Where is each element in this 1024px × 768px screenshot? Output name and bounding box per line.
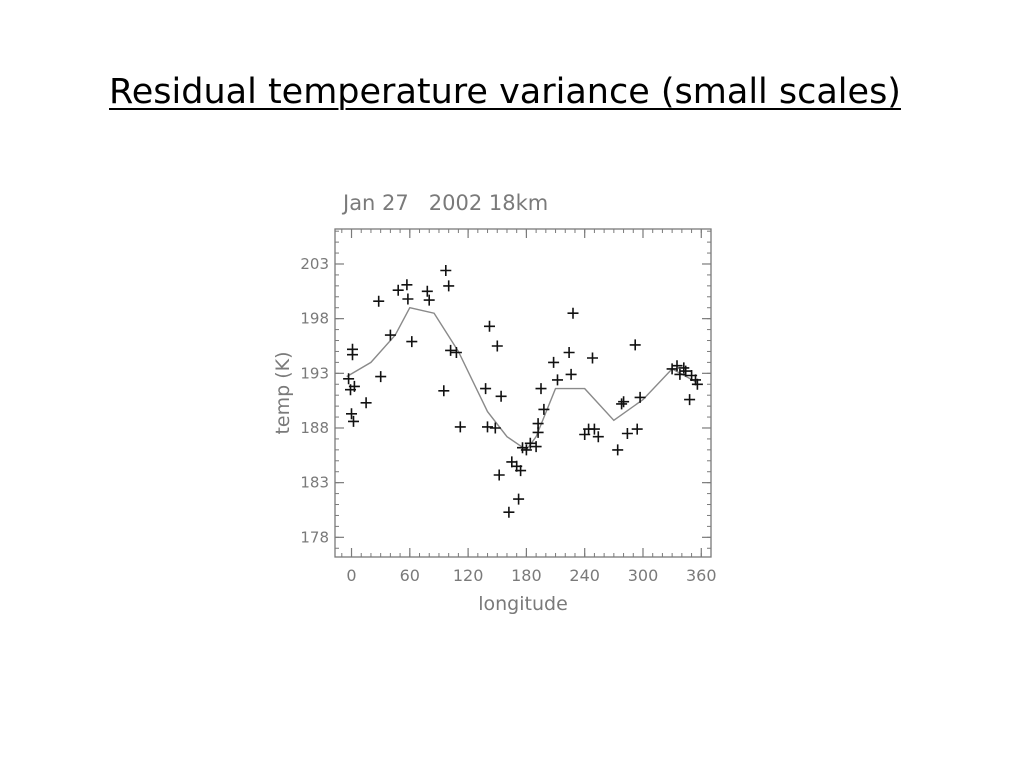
data-point-plus [360,397,372,409]
data-point-plus [484,320,495,332]
y-tick-label: 198 [300,310,329,328]
data-point-plus [592,431,604,443]
data-point-plus [491,340,503,352]
data-point-plus [489,422,501,434]
y-tick-label: 188 [300,419,329,437]
data-point-plus [513,493,525,505]
data-point-plus [535,383,547,395]
data-point-plus [671,360,683,372]
data-point-plus [375,371,387,383]
data-point-plus [629,339,641,351]
data-point-plus [384,329,396,341]
data-point-plus [450,347,462,358]
y-axis-label: temp (K) [272,351,294,434]
x-tick-label: 180 [511,566,542,585]
data-point-plus [343,373,355,385]
data-point-plus [552,374,563,386]
x-tick-label: 0 [346,566,356,585]
x-tick-label: 120 [453,566,484,585]
data-point-plus [621,428,633,439]
data-point-plus [538,403,550,415]
data-point-plus [445,344,457,356]
x-tick-label: 300 [628,566,659,585]
data-point-plus [423,294,435,306]
data-point-plus [348,415,359,427]
data-point-plus [347,349,358,361]
data-point-plus [438,385,450,397]
data-point-plus [373,295,385,307]
chart-frame [334,228,712,558]
x-tick-label: 60 [400,566,420,585]
data-point-plus [454,421,466,433]
data-point-plus [493,469,505,481]
plot-frame [334,228,712,558]
y-tick-label: 193 [300,364,329,382]
y-tick-label: 203 [300,255,329,273]
data-point-plus [563,347,575,358]
data-point-plus [680,365,692,377]
data-point-plus [530,441,542,453]
data-point-plus [495,390,507,402]
mean-temperature-line [346,306,697,451]
data-point-plus [392,284,404,296]
y-tick-label: 178 [300,528,329,546]
chart-title: Jan 27 2002 18km [341,191,548,215]
data-point-plus [616,398,628,410]
data-point-plus [401,279,413,291]
data-point-plus [587,352,598,364]
data-point-plus [440,265,452,276]
x-tick-label: 240 [569,566,600,585]
data-point-plus [691,378,703,390]
data-point-plus [480,383,492,395]
data-point-plus [524,437,536,449]
data-point-plus [346,408,357,420]
chart-ticks [335,229,712,557]
data-point-plus [532,418,544,430]
data-point-plus [618,396,630,408]
x-axis-label: longitude [478,593,568,615]
data-point-plus [684,394,696,406]
data-point-plus [520,444,532,456]
x-tick-label: 360 [686,566,717,585]
data-point-plus [515,465,527,477]
data-point-plus [503,506,515,518]
y-tick-label: 183 [300,474,329,492]
chart-marks [343,265,703,518]
data-point-plus [548,356,560,368]
data-point-plus [565,368,577,380]
data-point-plus [443,280,455,292]
data-point-plus [406,336,418,348]
data-point-plus [631,423,643,435]
data-point-plus [634,391,646,403]
data-point-plus [674,368,686,380]
data-point-plus [482,421,493,433]
data-point-plus [348,380,360,392]
data-point-plus [612,444,624,456]
data-point-plus [567,307,579,319]
data-point-plus [402,293,414,305]
chart-labels: 0 60 120 180 240 300 360 178 183 188 193 198 203 Jan … [272,191,717,615]
data-point-plus [421,285,433,297]
slide-title: Residual temperature variance (small sca… [109,72,901,112]
data-point-plus [588,423,600,435]
